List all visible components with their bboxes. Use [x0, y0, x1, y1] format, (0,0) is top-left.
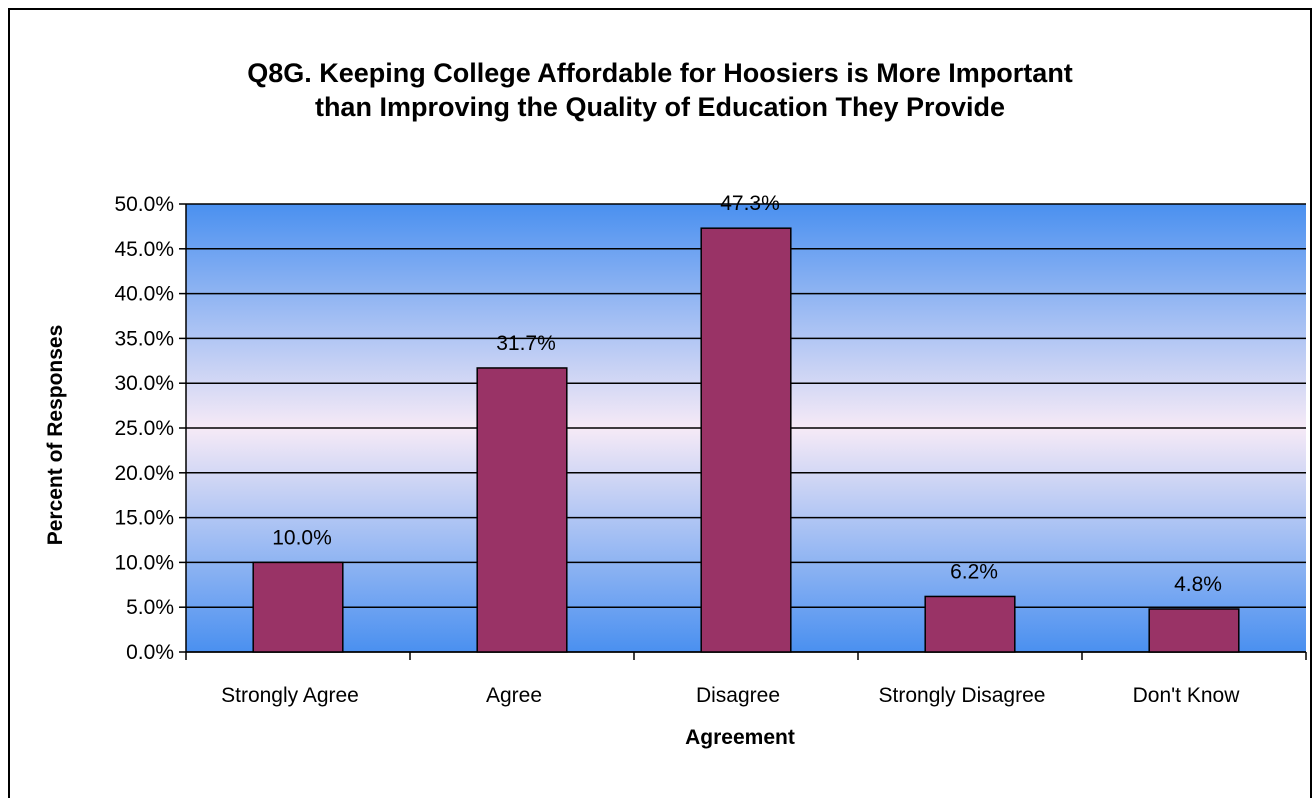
y-tick-label: 15.0%: [114, 507, 174, 530]
chart-title-line-1: Q8G. Keeping College Affordable for Hoos…: [247, 58, 1073, 88]
y-tick-label: 40.0%: [114, 283, 174, 306]
y-tick-label: 10.0%: [114, 551, 174, 574]
x-axis-title: Agreement: [685, 726, 795, 749]
y-tick-label: 30.0%: [114, 372, 174, 395]
data-label: 47.3%: [720, 192, 780, 215]
bar: [252, 561, 344, 653]
data-labels: 10.0% 31.7% 47.3% 6.2% 4.8%: [272, 192, 1222, 596]
y-tick-label: 50.0%: [114, 193, 174, 216]
y-tick-label: 25.0%: [114, 417, 174, 440]
y-tick-label: 20.0%: [114, 462, 174, 485]
y-axis-title: Percent of Responses: [44, 325, 67, 546]
category-label: Strongly Disagree: [879, 684, 1046, 707]
bar: [476, 367, 568, 653]
bar: [924, 595, 1016, 653]
bar: [1148, 608, 1240, 653]
data-label: 31.7%: [496, 332, 556, 355]
data-label: 4.8%: [1174, 573, 1222, 596]
x-axis-categories: Strongly Agree Agree Disagree Strongly Disa…: [221, 684, 1240, 707]
y-tick-label: 45.0%: [114, 238, 174, 261]
data-label: 6.2%: [950, 560, 998, 583]
data-label: 10.0%: [272, 526, 332, 549]
bars: [252, 227, 1240, 653]
y-tick-label: 0.0%: [126, 641, 174, 664]
category-label: Don't Know: [1133, 684, 1241, 707]
y-tick-label: 5.0%: [126, 596, 174, 619]
bar: [700, 227, 792, 653]
chart-title-line-2: than Improving the Quality of Education …: [315, 92, 1005, 122]
category-label: Agree: [486, 684, 542, 707]
chart-frame: Q8G. Keeping College Affordable for Hoos…: [8, 8, 1312, 798]
y-tick-label: 35.0%: [114, 327, 174, 350]
category-label: Disagree: [696, 684, 780, 707]
y-axis-ticks: 0.0% 5.0% 10.0% 15.0% 20.0% 25.0% 30.0% 35.0% 40…: [114, 193, 186, 664]
category-label: Strongly Agree: [221, 684, 359, 707]
bar-chart: Q8G. Keeping College Affordable for Hoos…: [44, 58, 1307, 749]
